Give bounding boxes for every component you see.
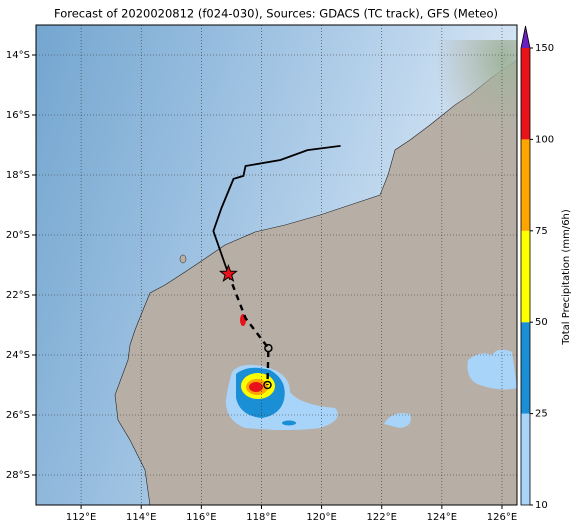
colorbar-segment	[521, 322, 530, 414]
colorbar-segment	[521, 48, 530, 140]
x-tick-label: 116°E	[186, 512, 216, 523]
colorbar-tick-label: 100	[535, 134, 554, 145]
x-tick-label: 120°E	[306, 512, 336, 523]
colorbar-tick-label: 25	[535, 409, 548, 420]
x-tick-label: 112°E	[66, 512, 96, 523]
colorbar-label: Total Precipitation (mm/6h)	[561, 209, 572, 346]
storm-star	[218, 264, 238, 283]
x-tick-label: 124°E	[427, 512, 457, 523]
y-tick-label: 14°S	[6, 50, 30, 61]
title: Forecast of 2020020812 (f024-030), Sourc…	[54, 7, 498, 21]
precip-area	[384, 413, 411, 428]
map-frame	[35, 24, 518, 506]
precip-area	[467, 349, 517, 390]
x-tick-label: 114°E	[126, 512, 156, 523]
colorbar-frame	[520, 25, 531, 506]
precipitation	[225, 314, 517, 430]
x-tick-label: 126°E	[487, 512, 517, 523]
colorbar-segment	[521, 413, 530, 505]
colorbar-tick-label: 75	[535, 226, 548, 237]
precip-area	[249, 382, 263, 392]
colorbar-tick-label: 150	[535, 43, 554, 54]
observed-track	[212, 145, 341, 275]
y-tick-label: 26°S	[6, 410, 30, 421]
precip-area	[282, 420, 296, 426]
colorbar-segment	[521, 230, 530, 323]
colorbar-tick-label: 10	[535, 500, 548, 511]
y-tick-label: 24°S	[6, 350, 30, 361]
y-tick-label: 16°S	[6, 110, 30, 121]
colorbar-segment	[521, 139, 530, 231]
forecast-track	[227, 273, 270, 386]
y-tick-label: 18°S	[6, 170, 30, 181]
island	[179, 254, 187, 264]
colorbar-tick-label: 50	[535, 317, 548, 328]
y-tick-label: 22°S	[6, 290, 30, 301]
x-tick-label: 118°E	[246, 512, 276, 523]
north-terrain	[380, 40, 517, 240]
x-tick-label: 122°E	[367, 512, 397, 523]
map-area	[36, 25, 517, 505]
y-tick-label: 20°S	[6, 230, 30, 241]
storm-position	[263, 380, 272, 390]
colorbar-extend	[521, 26, 530, 48]
storm-position	[264, 343, 273, 353]
y-tick-label: 28°S	[6, 470, 30, 481]
